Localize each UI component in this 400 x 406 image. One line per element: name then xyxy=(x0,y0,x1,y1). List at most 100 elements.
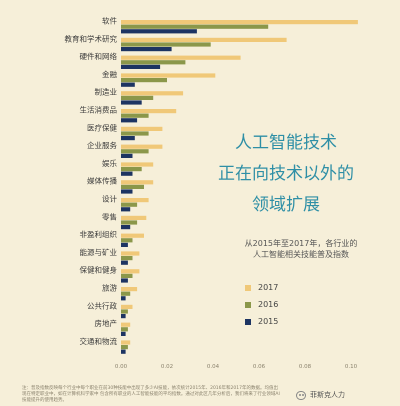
bar-2016 xyxy=(121,78,167,83)
bar-2016 xyxy=(121,291,131,296)
category-label: 医疗保健 xyxy=(87,122,117,132)
bar-2017 xyxy=(121,109,177,114)
bar-2015 xyxy=(121,242,128,247)
bar-2017 xyxy=(121,91,184,96)
category-label: 旅游 xyxy=(102,283,117,293)
category-label: 设计 xyxy=(102,194,117,204)
bar-2016 xyxy=(121,167,142,172)
bar-2015 xyxy=(121,118,138,123)
bar-2017 xyxy=(121,251,140,256)
category-label: 房地产 xyxy=(95,318,118,328)
subtitle-line-2: 人工智能相关技能普及指数 xyxy=(253,250,349,259)
bar-2016 xyxy=(121,256,133,261)
bar-2015 xyxy=(121,349,126,354)
category-label: 生活消费品 xyxy=(80,105,118,115)
category-label: 保健和健身 xyxy=(80,265,118,275)
category-label: 教育和学术研究 xyxy=(65,33,118,43)
bar-2017 xyxy=(121,287,138,292)
bar-2016 xyxy=(121,95,154,100)
bar-2016 xyxy=(121,131,149,136)
bar-2015 xyxy=(121,296,126,301)
bar-2015 xyxy=(121,100,142,105)
wechat-icon xyxy=(296,390,306,400)
bar-2015 xyxy=(121,189,133,194)
watermark-text: 菲斯克人力 xyxy=(310,391,345,399)
headline: 人工智能技术 正在向技术以外的 领域扩展 xyxy=(196,128,376,221)
x-tick-label: 0.10 xyxy=(345,364,358,370)
bar-2015 xyxy=(121,225,131,230)
category-label: 零售 xyxy=(102,211,117,221)
footnote: 注：普及指数反映每个行业中每个职业在前30种技能中出现了多少AI技能，依次统计2… xyxy=(22,386,280,403)
bar-2015 xyxy=(121,331,126,336)
category-label: 硬件和网络 xyxy=(80,51,118,61)
bar-2017 xyxy=(121,144,163,149)
bar-2015 xyxy=(121,82,135,87)
legend-swatch-2017 xyxy=(245,284,251,291)
bar-2017 xyxy=(121,126,163,131)
bar-2015 xyxy=(121,314,126,319)
category-label: 公共行政 xyxy=(87,300,117,310)
category-label: 企业服务 xyxy=(87,140,117,150)
subtitle-line-1: 从2015年至2017年，各行业的 xyxy=(244,239,358,248)
category-label: 金融 xyxy=(102,69,117,79)
bar-2017 xyxy=(121,37,287,42)
category-label: 娱乐 xyxy=(102,158,117,168)
legend-label-2017: 2017 xyxy=(258,283,279,292)
bar-2016 xyxy=(121,202,138,207)
bar-2015 xyxy=(121,136,135,141)
watermark: 菲斯克人力 xyxy=(296,388,396,402)
headline-line-3: 领域扩展 xyxy=(252,195,320,215)
legend-item-2017: 2017 xyxy=(245,279,335,296)
bar-2015 xyxy=(121,153,133,158)
bar-2016 xyxy=(121,273,133,278)
x-tick-label: 0.02 xyxy=(161,364,173,370)
bar-2015 xyxy=(121,278,128,283)
bar-2016 xyxy=(121,345,128,350)
bar-2016 xyxy=(121,149,149,154)
legend-swatch-2015 xyxy=(245,318,251,325)
category-label: 软件 xyxy=(102,16,117,26)
bar-2016 xyxy=(121,42,211,47)
x-tick-label: 0.06 xyxy=(253,364,266,370)
bar-2017 xyxy=(121,322,131,327)
legend-label-2016: 2016 xyxy=(258,300,279,309)
bar-2017 xyxy=(121,162,154,167)
x-tick-label: 0.08 xyxy=(299,364,312,370)
x-axis-ticks: 0.00 0.02 0.04 0.06 0.08 0.10 xyxy=(115,364,358,370)
bar-2015 xyxy=(121,171,133,176)
legend: 2017 2016 2015 xyxy=(245,279,335,330)
category-label: 制造业 xyxy=(95,87,118,97)
bar-2016 xyxy=(121,220,138,225)
bar-2015 xyxy=(121,207,131,212)
legend-item-2016: 2016 xyxy=(245,296,335,313)
bar-2016 xyxy=(121,113,149,118)
bar-2017 xyxy=(121,215,147,220)
bar-2015 xyxy=(121,47,172,52)
headline-line-1: 人工智能技术 xyxy=(235,133,337,153)
category-label: 交通和物流 xyxy=(80,336,118,346)
x-tick-label: 0.04 xyxy=(207,364,220,370)
bar-2016 xyxy=(121,238,133,243)
bar-2017 xyxy=(121,198,149,203)
bar-2017 xyxy=(121,233,144,238)
bar-2017 xyxy=(121,73,216,78)
bar-2016 xyxy=(121,327,128,332)
bar-2015 xyxy=(121,64,161,69)
x-tick-label: 0.00 xyxy=(115,364,128,370)
bar-2017 xyxy=(121,55,241,60)
bar-2016 xyxy=(121,184,144,189)
bar-2016 xyxy=(121,24,269,29)
bars-layer xyxy=(121,20,358,354)
bar-2017 xyxy=(121,304,133,309)
legend-label-2015: 2015 xyxy=(258,317,279,326)
chart-subtitle: 从2015年至2017年，各行业的 人工智能相关技能普及指数 xyxy=(226,238,376,260)
bar-2016 xyxy=(121,60,186,65)
bar-2016 xyxy=(121,309,128,314)
headline-line-2: 正在向技术以外的 xyxy=(218,164,354,184)
bar-2015 xyxy=(121,29,197,34)
bar-2017 xyxy=(121,20,358,25)
category-label: 能源与矿业 xyxy=(80,247,118,257)
category-label: 非盈利组织 xyxy=(80,229,118,239)
bar-2017 xyxy=(121,269,140,274)
bar-2015 xyxy=(121,260,128,265)
